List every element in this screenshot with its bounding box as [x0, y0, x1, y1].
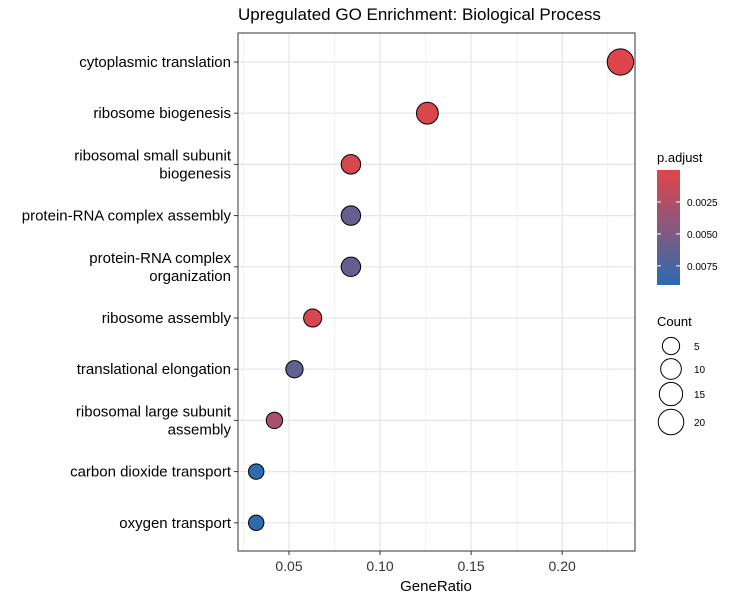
data-point	[303, 308, 323, 328]
y-tick-label: ribosomal small subunit biogenesis	[74, 147, 232, 182]
data-point	[340, 256, 362, 278]
size-legend: Count 5 10 15 20	[657, 314, 706, 436]
y-tick-label: cytoplasmic translation	[79, 54, 231, 71]
y-tick-label: oxygen transport	[119, 515, 232, 532]
color-legend: p.adjust 0.0025 0.0050 0.0075	[657, 150, 718, 285]
y-tick-label: ribosome biogenesis	[93, 105, 231, 122]
x-tick-label: 0.20	[549, 558, 576, 574]
data-point	[340, 154, 362, 175]
plot-panel-border	[237, 32, 636, 552]
y-tick-label: ribosomal large subunit assembly	[76, 403, 232, 438]
x-tick-label: 0.15	[457, 558, 484, 574]
data-point	[285, 360, 304, 379]
y-tick-label: protein-RNA complex assembly	[22, 208, 232, 225]
x-axis-title: GeneRatio	[400, 578, 472, 595]
data-points	[248, 48, 635, 532]
y-axis: cytoplasmic translation ribosome biogenes…	[22, 54, 238, 532]
x-axis: 0.05 0.10 0.15 0.20	[275, 551, 576, 574]
y-tick-label: ribosome assembly	[102, 310, 232, 327]
data-point	[248, 514, 265, 532]
data-point	[248, 463, 265, 480]
color-legend-label: 0.0025	[687, 198, 718, 209]
color-legend-title: p.adjust	[657, 150, 703, 165]
x-tick-label: 0.10	[366, 558, 393, 574]
color-legend-bar	[657, 170, 680, 285]
size-legend-label: 20	[694, 418, 706, 429]
x-tick-label: 0.05	[275, 558, 302, 574]
y-tick-label: translational elongation	[77, 361, 231, 378]
size-legend-circle	[658, 381, 684, 407]
data-point	[606, 48, 635, 76]
data-point	[340, 205, 362, 226]
chart-title: Upregulated GO Enrichment: Biological Pr…	[238, 5, 601, 24]
grid-lines	[238, 33, 635, 551]
y-tick-label: protein-RNA complex organization	[89, 250, 231, 285]
size-legend-circle	[657, 408, 685, 436]
size-legend-circle	[660, 358, 682, 380]
size-legend-label: 5	[694, 342, 700, 353]
size-legend-title: Count	[657, 314, 692, 329]
data-point	[265, 411, 284, 430]
data-point	[415, 101, 439, 125]
size-legend-label: 15	[694, 390, 706, 401]
color-legend-label: 0.0075	[687, 262, 718, 273]
size-legend-label: 10	[694, 365, 706, 376]
y-tick-label: carbon dioxide transport	[70, 464, 232, 481]
color-legend-label: 0.0050	[687, 230, 718, 241]
size-legend-circle	[661, 336, 681, 356]
